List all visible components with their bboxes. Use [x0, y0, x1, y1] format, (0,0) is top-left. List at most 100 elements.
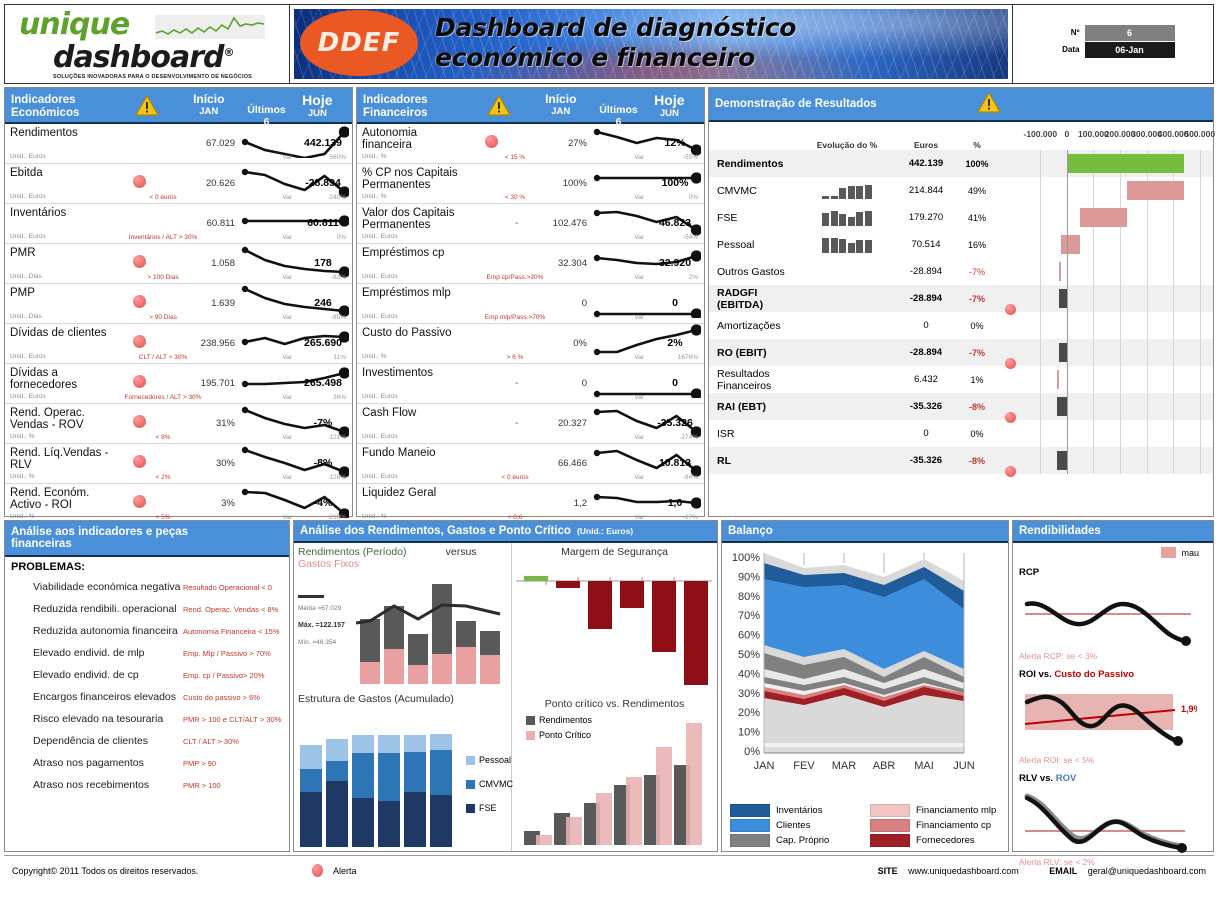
indicator-unit: Unid.: Euros	[10, 153, 46, 160]
ddef-badge-label: DDEF	[317, 28, 401, 58]
indicator-start-value: 1,2	[573, 498, 587, 509]
results-row: Rendimentos 442.139 100%	[709, 150, 1213, 177]
results-rows: Rendimentos 442.139 100% CMVMC 214.844 49% FSE…	[709, 150, 1213, 477]
indicator-unit: Unid.: %	[362, 193, 387, 200]
middle-title: Análise dos Rendimentos, Gastos e Ponto …	[300, 525, 571, 537]
indicator-start-value: 238.956	[200, 338, 235, 349]
alert-dot-icon	[1005, 411, 1016, 423]
results-row: ISR 0 0%	[709, 420, 1213, 447]
footer-email-value[interactable]: geral@uniquedashboard.com	[1087, 865, 1206, 876]
waterfall-gridlines	[1027, 285, 1213, 312]
panel-header-middle: Análise dos Rendimentos, Gastos e Ponto …	[294, 521, 717, 543]
indicator-name-cell: Empréstimos mlp Unid.: Euros	[357, 284, 469, 323]
indicator-sparkline: Var	[593, 444, 701, 483]
legend-swatch	[730, 819, 770, 832]
balance-y-tick: 90%	[738, 571, 760, 583]
results-row: Pessoal 70.514 16%	[709, 231, 1213, 258]
stat-min: Mín. =46.354	[298, 639, 337, 646]
indicator-end-value: 12%	[664, 137, 686, 149]
results-row: Amortizações 0 0%	[709, 312, 1213, 339]
indicator-condition: < 8%	[155, 434, 171, 441]
analysis-title-l2: financeiras	[11, 538, 72, 550]
panel-indicadores-financeiros: Indicadores Financeiros Início JAN Últim…	[356, 87, 705, 524]
waterfall-cell	[1027, 177, 1213, 204]
economic-title: Indicadores Económicos	[11, 92, 122, 119]
indicator-sparkline: Var	[593, 324, 701, 363]
balance-legend-item: Financiamento mlp	[870, 804, 1004, 817]
problem-condition: Rend. Operac. Vendas < 8%	[183, 604, 279, 614]
results-row-pct: 0%	[970, 320, 984, 331]
indicator-row: Dívidas de clientes Unid.: Euros CLT / ALT…	[5, 324, 352, 364]
legend-label: Fornecedores	[916, 835, 975, 846]
indicator-name: Fundo Maneio	[362, 447, 436, 459]
waterfall-cell	[1027, 339, 1213, 366]
chart3-title: Estrutura de Gastos (Acumulado)	[298, 693, 454, 705]
legend-label: Financiamento cp	[916, 820, 991, 831]
alert-dot-icon	[312, 864, 323, 877]
legend-swatch	[870, 804, 910, 817]
problem-row: Viabilidade económica negativa Resultado …	[11, 576, 283, 598]
chart4-title: Ponto crítico vs. Rendimentos	[544, 698, 685, 710]
meta-num-value[interactable]: 6	[1084, 25, 1175, 41]
indicator-row: Empréstimos mlp Unid.: Euros Emp mlp/Pass.…	[357, 284, 704, 324]
indicator-variation: 560%	[329, 154, 346, 161]
meta-date-label: Data	[1062, 45, 1080, 54]
indicator-alert-cell: < 2%	[117, 444, 171, 483]
axis-tick: 100.000	[1078, 129, 1109, 139]
waterfall-bar	[1066, 154, 1185, 173]
indicator-row: Autonomia financeira Unid.: % < 15 % 27% Var…	[357, 124, 704, 164]
indicator-alert-cell: < 5%	[117, 484, 171, 523]
indicator-end-cell: 100% 0%	[646, 164, 704, 203]
indicator-start-value: 0%	[573, 338, 587, 349]
panel-header-balance: Balanço	[722, 521, 1008, 543]
indicator-end-cell: -35.326 -274%	[646, 404, 704, 443]
indicator-var-label: Var	[634, 154, 644, 161]
legend-label: FSE	[479, 803, 497, 813]
indicator-name-cell: Custo do Passivo Unid.: %	[357, 324, 469, 363]
indicator-variation: 0%	[336, 234, 346, 241]
chart3-legend: Pessoal CMVMC FSE	[466, 755, 513, 827]
indicator-alert-cell: CLT / ALT > 30%	[117, 324, 187, 363]
problem-label: Elevado endivid. de mlp	[33, 647, 145, 659]
waterfall-cell	[1027, 285, 1213, 312]
indicator-end-value: 0	[672, 297, 678, 309]
indicator-start-value: 31%	[215, 418, 235, 429]
indicator-sparkline: Var	[593, 364, 701, 403]
results-row-euros: 0	[923, 428, 929, 439]
ddef-badge: DDEF	[300, 10, 418, 76]
indicator-end-value: 178	[314, 257, 332, 269]
header-meta: Nº 6 Data 06-Jan	[1013, 5, 1213, 83]
results-row-euros: 442.139	[908, 158, 944, 169]
indicator-unit: Unid.: Euros	[362, 473, 398, 480]
results-row-name: Rendimentos	[717, 157, 784, 170]
economic-col-periods: Últimos 6 períodos	[244, 104, 289, 140]
indicator-name: Dívidas a fornecedores	[10, 367, 78, 391]
indicator-start-value: 27%	[567, 138, 587, 149]
results-row-name: RL	[717, 454, 731, 467]
indicator-name-cell: Investimentos Unid.: Euros	[357, 364, 469, 403]
middle-body: Rendimentos (Período) versus Gastos Fixo…	[294, 543, 717, 851]
rcp-label: RCP	[1019, 567, 1040, 578]
indicator-unit: Unid.: Dias	[10, 273, 42, 280]
waterfall-gridlines	[1027, 258, 1213, 285]
indicator-end-cell: 246 -85%	[294, 284, 352, 323]
alert-dot-icon	[485, 135, 498, 148]
results-row: CMVMC 214.844 49%	[709, 177, 1213, 204]
problem-row: Reduzida autonomia financeira Autonomia F…	[11, 620, 283, 642]
indicator-var-label: Var	[282, 514, 292, 521]
indicator-end-cell: 10.813 -84%	[646, 444, 704, 483]
footer-site-value[interactable]: www.uniquedashboard.com	[908, 865, 1019, 876]
economic-col-inicio: Início JAN	[193, 92, 225, 117]
indicator-name: Rend. Líq.Vendas - RLV	[10, 447, 109, 471]
rlv-alert: Alerta RLV: se < 2%	[1019, 857, 1095, 867]
indicator-alert-cell: Inventários / ALT > 30%	[117, 204, 198, 243]
waterfall-bar	[1127, 181, 1185, 200]
meta-date-value[interactable]: 06-Jan	[1084, 42, 1175, 58]
indicator-variation: -17%	[682, 514, 698, 521]
balance-x-tick: FEV	[793, 760, 815, 772]
problem-label: Dependência de clientes	[33, 735, 148, 747]
waterfall-cell	[1027, 366, 1213, 393]
stat-max: Máx. =122.157	[298, 622, 345, 629]
alert-dot-icon	[133, 455, 146, 468]
